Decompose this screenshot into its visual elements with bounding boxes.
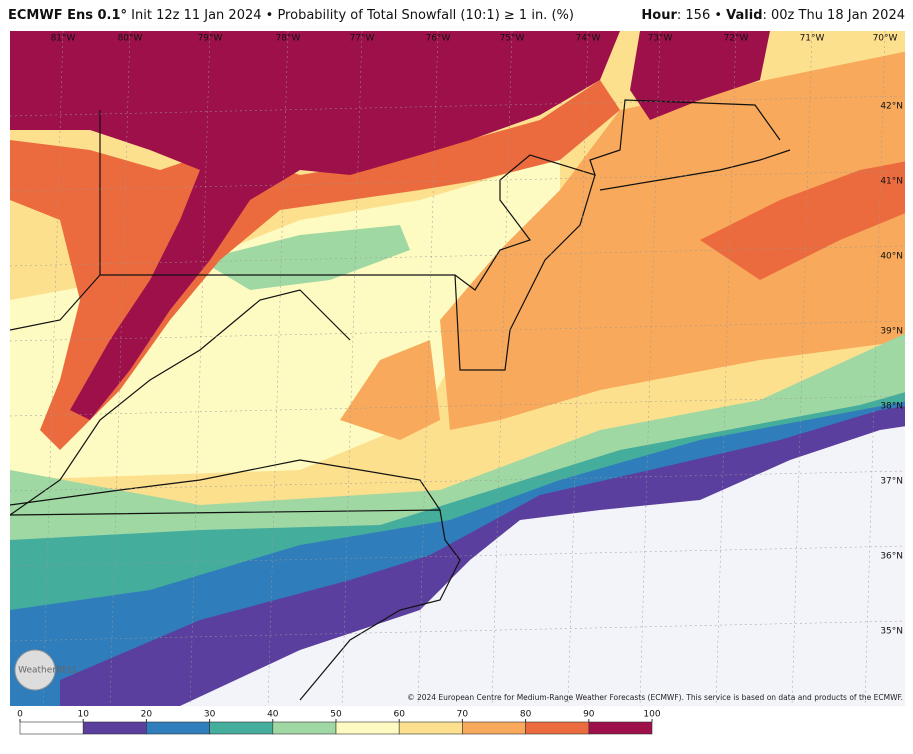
field — [630, 31, 770, 120]
parallel — [10, 95, 905, 117]
logo: WeatherBELL — [14, 649, 78, 691]
state-border — [454, 174, 596, 371]
field — [200, 225, 410, 290]
parallel — [10, 470, 905, 492]
longitude-label: 80°W — [118, 34, 143, 44]
parallel — [10, 320, 905, 342]
field — [10, 80, 620, 450]
state-border — [10, 289, 351, 516]
longitude-label: 72°W — [724, 34, 749, 44]
hour-value: : 156 • — [677, 8, 726, 23]
colorbar-tick-label: 80 — [520, 710, 532, 720]
header-left: ECMWF Ens 0.1° Init 12z 11 Jan 2024 • Pr… — [8, 8, 574, 23]
colorbar-segment — [82, 721, 147, 735]
latitude-label: 42°N — [880, 102, 903, 112]
longitude-label: 77°W — [350, 34, 375, 44]
latitude-label: 40°N — [880, 252, 903, 262]
state-border — [10, 459, 441, 511]
longitude-label: 79°W — [198, 34, 223, 44]
parallel — [10, 395, 905, 417]
colorbar-segment — [19, 721, 84, 735]
map — [10, 31, 905, 706]
longitude-label: 76°W — [426, 34, 451, 44]
colorbar-segment — [588, 721, 653, 735]
colorbar-tick-label: 10 — [77, 710, 89, 720]
longitude-label: 71°W — [800, 34, 825, 44]
colorbar-segment — [398, 721, 463, 735]
field — [440, 51, 905, 430]
state-border — [10, 274, 101, 331]
longitude-label: 78°W — [276, 34, 301, 44]
colorbar-tick-label: 30 — [204, 710, 216, 720]
colorbar-segment — [335, 721, 400, 735]
latitude-label: 38°N — [880, 402, 903, 412]
colorbar-tick-label: 20 — [141, 710, 153, 720]
colorbar: 0 10 20 30 40 50 60 70 80 90 100 — [17, 710, 661, 735]
valid-label: Valid — [726, 8, 762, 23]
longitude-label: 75°W — [500, 34, 525, 44]
valid-value: : 00z Thu 18 Jan 2024 — [763, 8, 906, 23]
hour-label: Hour — [641, 8, 677, 23]
parallel — [10, 245, 905, 267]
colorbar-tick-label: 90 — [583, 710, 595, 720]
parallel — [10, 545, 905, 567]
longitude-label: 70°W — [873, 34, 898, 44]
field — [180, 426, 905, 706]
longitude-label: 74°W — [576, 34, 601, 44]
copyright: © 2024 European Centre for Medium-Range … — [407, 693, 903, 702]
parallel — [10, 620, 905, 642]
colorbar-segment — [525, 721, 590, 735]
longitude-label: 73°W — [648, 34, 673, 44]
colorbar-tick-label: 50 — [330, 710, 342, 720]
colorbar-tick-label: 70 — [457, 710, 469, 720]
field — [340, 340, 440, 440]
latitude-label: 35°N — [880, 627, 903, 637]
model-name: ECMWF Ens 0.1° — [8, 8, 127, 23]
field — [700, 161, 905, 280]
latitude-label: 37°N — [880, 477, 903, 487]
colorbar-segment — [272, 721, 337, 735]
logo-text: WeatherBELL — [18, 666, 78, 676]
latitude-label: 39°N — [880, 327, 903, 337]
logo-badge — [14, 649, 56, 691]
latitude-label: 41°N — [880, 177, 903, 187]
colorbar-segment — [462, 721, 526, 735]
latitude-label: 36°N — [880, 552, 903, 562]
colorbar-tick-label: 100 — [643, 710, 660, 720]
coordinate-labels: 81°W 80°W 79°W 78°W 77°W 76°W 75°W 74°W 73°W 72°W… — [51, 34, 903, 637]
colorbar-tick-label: 60 — [393, 710, 405, 720]
longitude-label: 81°W — [51, 34, 76, 44]
colorbar-segment — [146, 721, 210, 735]
description: Init 12z 11 Jan 2024 • Probability of To… — [131, 8, 574, 23]
colorbar-segment — [209, 721, 274, 735]
colorbar-tick-label: 0 — [17, 710, 23, 720]
header-right: Hour: 156 • Valid: 00z Thu 18 Jan 2024 — [641, 8, 905, 23]
parallel — [10, 170, 905, 192]
state-border — [10, 509, 461, 701]
colorbar-tick-label: 40 — [267, 710, 279, 720]
coast — [599, 149, 791, 191]
graticule — [10, 31, 905, 706]
field — [10, 31, 620, 420]
